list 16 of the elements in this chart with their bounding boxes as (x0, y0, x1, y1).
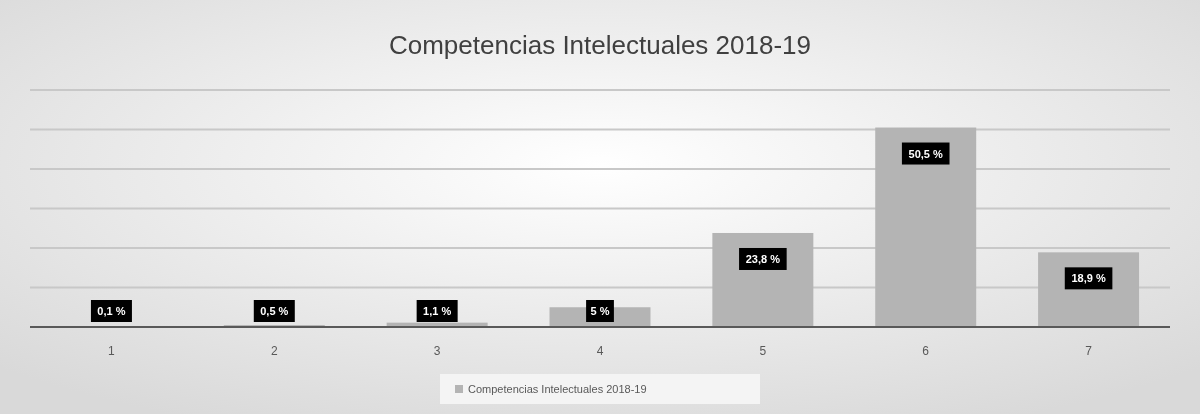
x-tick-label: 2 (270, 344, 278, 358)
data-label: 0,1 % (97, 305, 126, 317)
chart-title: Competencias Intelectuales 2018-19 (388, 30, 812, 60)
data-label: 23,8 % (745, 252, 781, 265)
x-tick-label: 6 (922, 344, 930, 358)
x-tick-label: 7 (1085, 344, 1093, 358)
x-tick-label: 5 (759, 344, 767, 358)
legend-label: Competencias Intelectuales 2018-19 (468, 383, 647, 395)
data-label: 5 % (590, 305, 610, 317)
data-label: 0,5 % (260, 305, 289, 317)
x-tick-label: 4 (596, 344, 604, 358)
x-tick-label: 3 (433, 344, 441, 358)
data-label: 18,9 % (1071, 272, 1106, 285)
data-label: 1,1 % (423, 305, 452, 317)
data-label: 50,5 % (908, 147, 944, 160)
x-tick-label: 1 (108, 344, 116, 358)
